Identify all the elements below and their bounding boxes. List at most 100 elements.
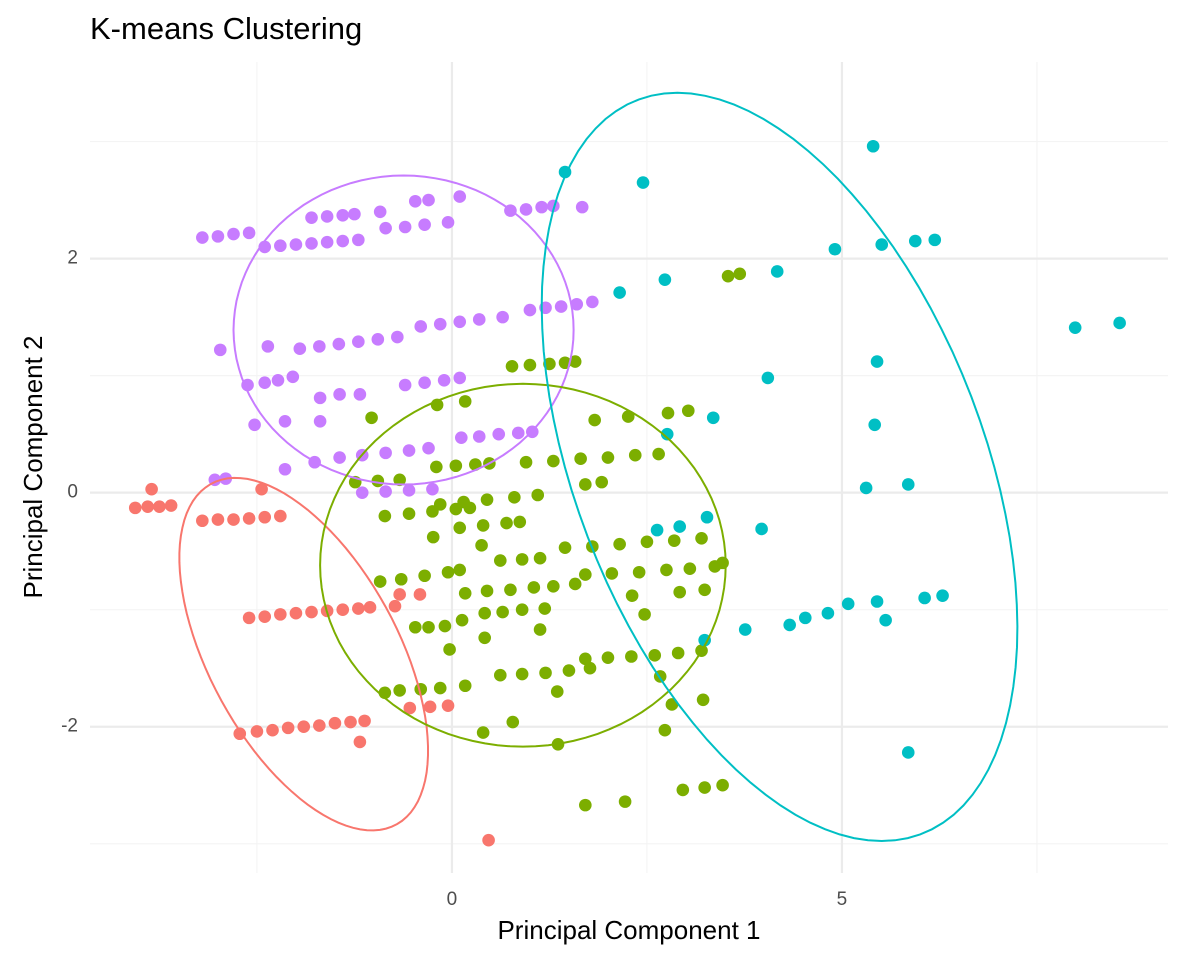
point	[770, 265, 784, 278]
point	[458, 679, 472, 693]
point	[870, 595, 884, 608]
point	[320, 235, 334, 249]
cluster-ellipse	[232, 174, 575, 486]
point	[579, 478, 592, 491]
point	[798, 611, 812, 625]
point	[408, 194, 422, 208]
point	[355, 486, 369, 499]
point	[632, 565, 646, 579]
point	[463, 501, 477, 515]
point	[568, 577, 582, 591]
point	[402, 444, 416, 457]
point	[258, 610, 272, 624]
point	[476, 726, 490, 739]
point	[266, 723, 279, 737]
point	[547, 579, 560, 593]
point	[258, 510, 272, 524]
point	[493, 668, 507, 682]
point	[145, 482, 158, 496]
point	[574, 452, 587, 466]
point	[313, 719, 326, 732]
point	[583, 661, 597, 675]
point	[305, 211, 318, 224]
point	[336, 209, 350, 222]
point	[562, 664, 576, 677]
point	[480, 493, 494, 506]
point	[393, 473, 406, 487]
point	[441, 565, 455, 579]
y-tick-label: 0	[67, 482, 78, 503]
point	[721, 269, 735, 283]
point	[841, 597, 855, 611]
point	[828, 242, 842, 256]
point	[255, 482, 268, 496]
point	[433, 317, 447, 331]
point	[348, 207, 361, 221]
point	[480, 584, 494, 598]
point	[928, 233, 942, 247]
point	[621, 410, 635, 423]
point	[1113, 316, 1126, 330]
point	[698, 781, 711, 794]
point	[493, 554, 507, 567]
y-tick-label: -2	[61, 716, 78, 737]
point	[625, 589, 639, 602]
point	[618, 795, 632, 808]
point	[683, 562, 697, 576]
chart-title: K-means Clustering	[90, 11, 362, 46]
point	[352, 233, 365, 247]
point	[413, 588, 427, 601]
point	[393, 588, 406, 601]
point	[274, 608, 287, 621]
point	[313, 340, 326, 353]
point	[278, 414, 292, 428]
point	[783, 618, 796, 632]
point	[373, 205, 387, 219]
point	[681, 404, 695, 418]
point	[511, 426, 525, 440]
point	[640, 535, 654, 549]
point	[393, 684, 406, 697]
point	[660, 563, 673, 577]
point	[605, 567, 619, 580]
point	[613, 537, 626, 551]
point	[305, 237, 318, 250]
point	[472, 313, 486, 326]
point	[504, 583, 517, 597]
point	[458, 587, 472, 600]
y-axis-title: Principal Component 2	[18, 335, 48, 598]
point	[496, 310, 509, 324]
point	[274, 509, 287, 523]
point	[398, 378, 412, 392]
point	[696, 693, 710, 707]
point	[1068, 321, 1082, 334]
point	[738, 623, 752, 636]
point	[422, 620, 435, 634]
point	[472, 430, 486, 443]
point	[141, 500, 155, 514]
point	[242, 512, 256, 525]
point	[478, 606, 491, 620]
point	[453, 190, 467, 203]
point	[313, 414, 327, 428]
point	[248, 418, 261, 432]
point	[353, 735, 367, 749]
point	[305, 605, 318, 619]
point	[496, 605, 509, 619]
point	[531, 488, 545, 502]
point	[286, 370, 300, 384]
point	[550, 685, 564, 698]
point	[358, 714, 371, 728]
x-tick-label: 5	[837, 889, 848, 910]
point	[595, 475, 608, 489]
point	[500, 516, 513, 530]
point	[658, 273, 672, 286]
point	[293, 342, 307, 356]
point	[652, 447, 665, 461]
point	[716, 556, 729, 570]
point	[660, 427, 674, 441]
point	[879, 613, 892, 627]
point	[601, 451, 615, 464]
point	[352, 335, 365, 348]
point	[403, 701, 417, 715]
